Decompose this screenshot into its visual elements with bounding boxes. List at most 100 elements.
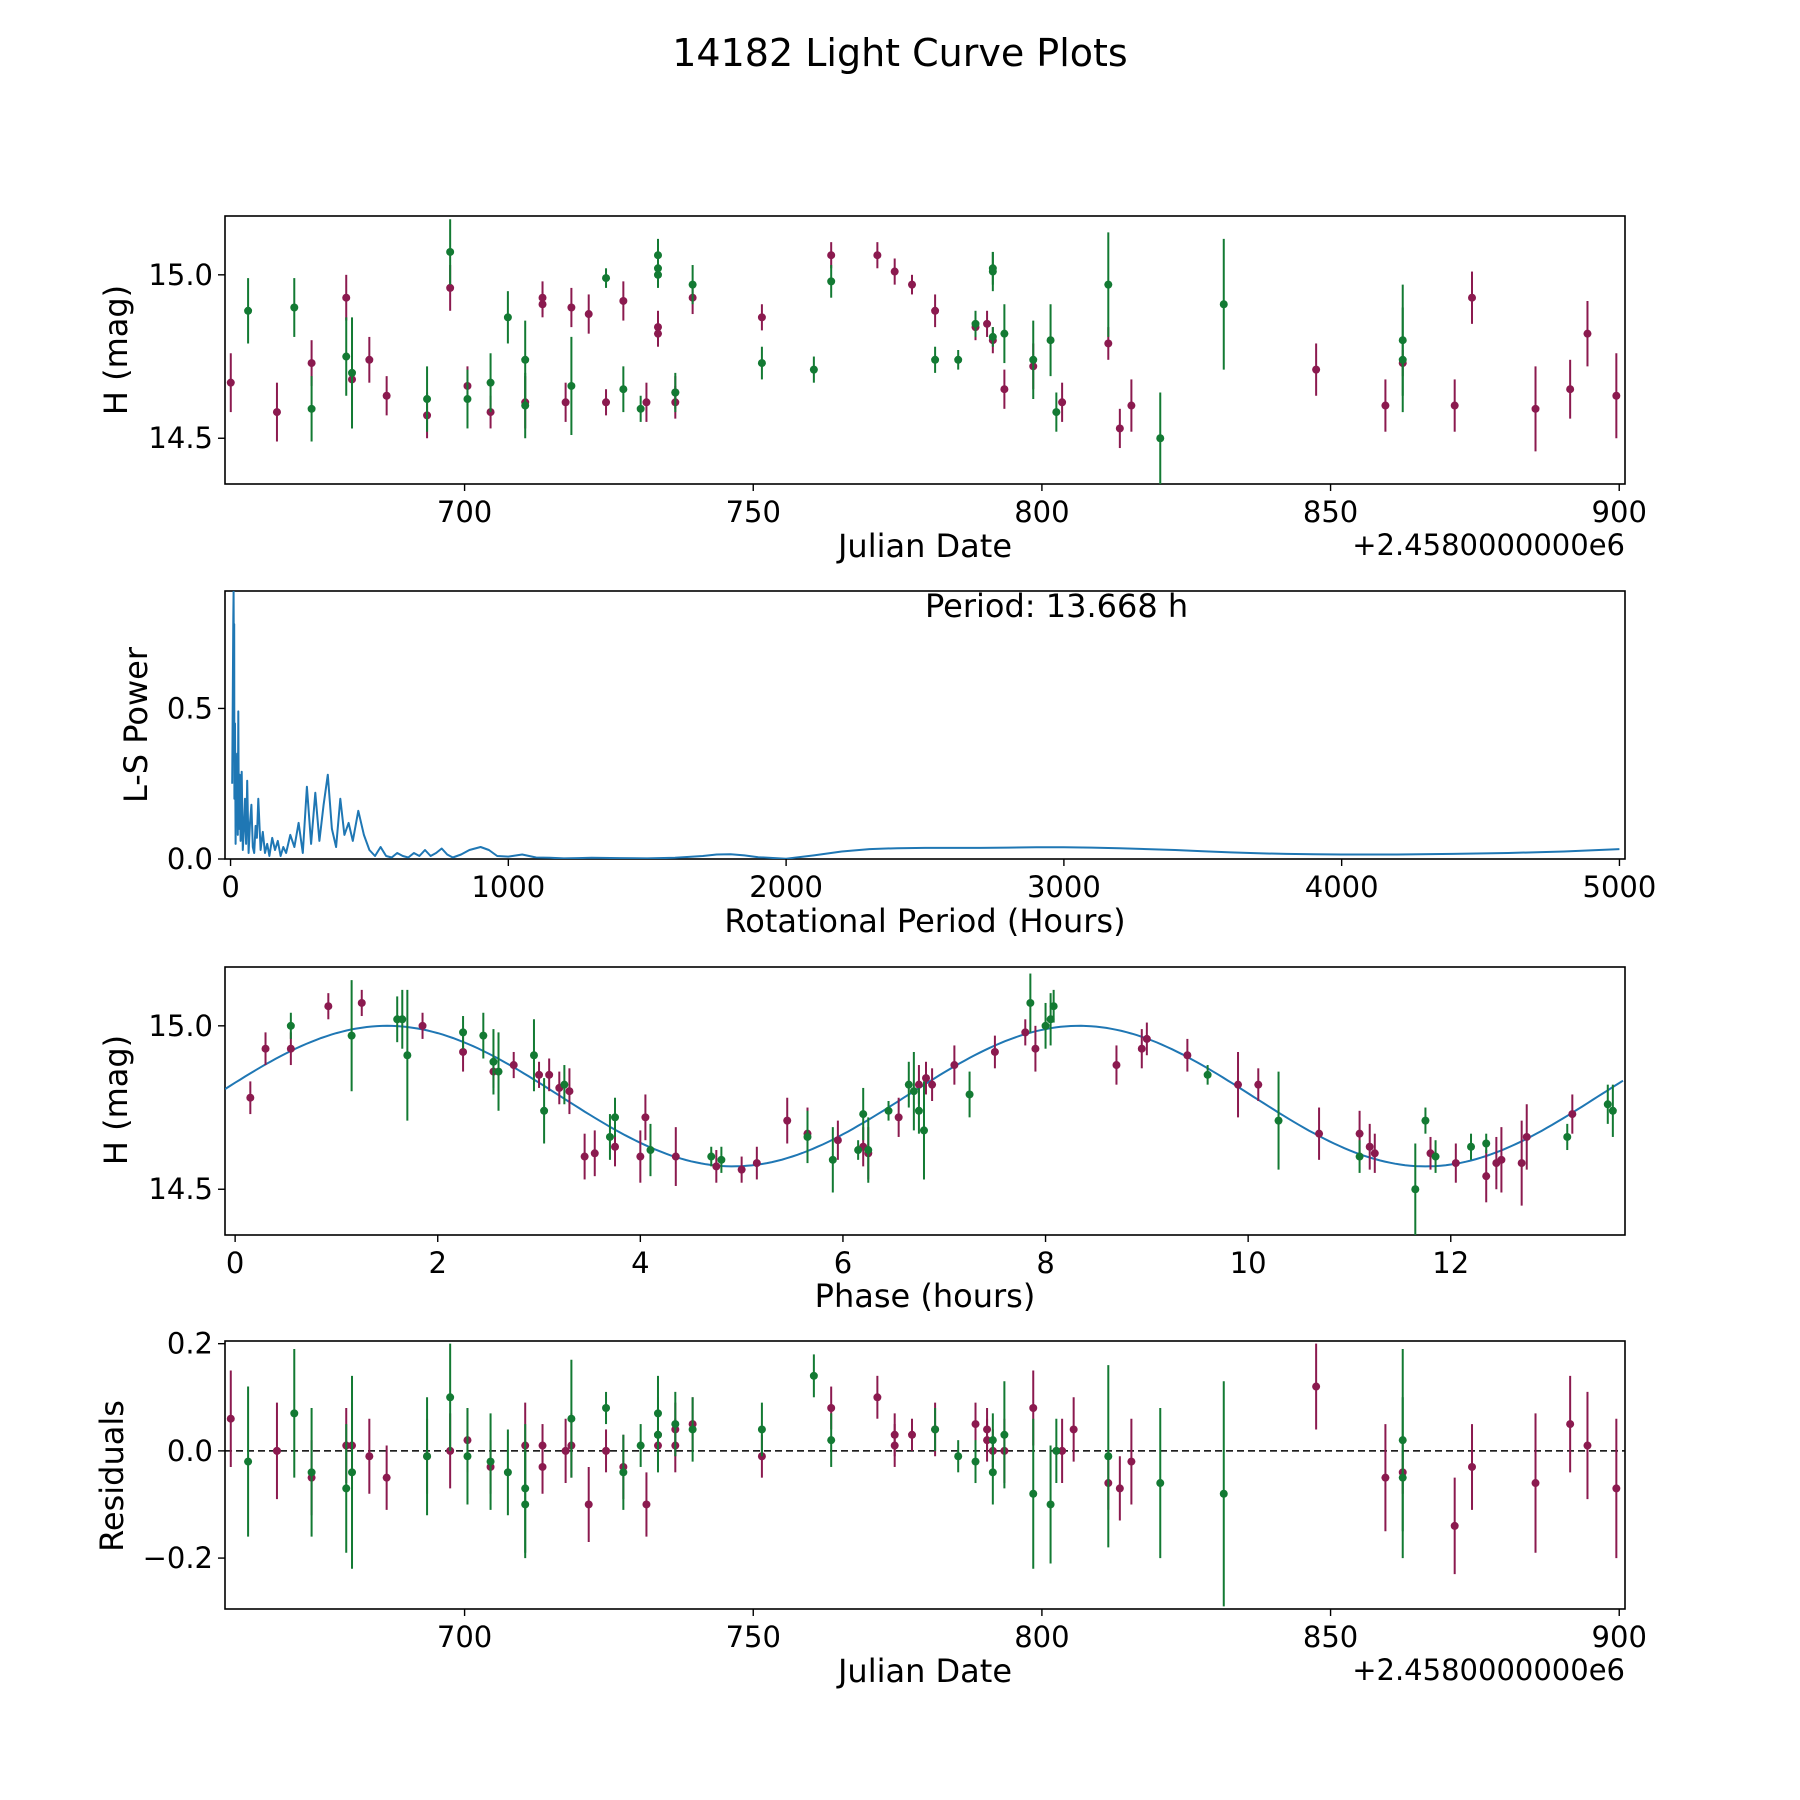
lightcurve-y-tick-label: 14.5 (148, 421, 213, 455)
data-point (605, 1132, 614, 1141)
data-point (446, 283, 455, 292)
data-point (1115, 1484, 1124, 1493)
residuals-x-tick-label: 900 (1592, 1620, 1647, 1654)
data-point (854, 1146, 863, 1155)
data-point (983, 319, 992, 328)
residuals-x-tick-label: 750 (726, 1620, 781, 1654)
data-point (1482, 1172, 1491, 1181)
residuals-plot-area (225, 1343, 1625, 1607)
data-point (928, 1080, 937, 1089)
data-point (1312, 1382, 1321, 1391)
data-point (602, 398, 611, 407)
residuals-x-tick-label: 700 (437, 1620, 492, 1654)
data-point (244, 1457, 253, 1466)
data-point (1219, 300, 1228, 309)
lightcurve-y-tick-label: 15.0 (148, 258, 213, 292)
data-point (783, 1116, 792, 1125)
data-point (809, 1371, 818, 1380)
periodogram-xlabel: Rotational Period (Hours) (724, 902, 1125, 940)
data-point (1104, 280, 1113, 289)
data-point (1612, 1484, 1621, 1493)
residuals-xlabel: Julian Date (836, 1652, 1012, 1690)
periodogram-axes-frame (224, 590, 1626, 860)
data-point (459, 1047, 468, 1056)
data-point (503, 313, 512, 322)
data-point (642, 1500, 651, 1509)
data-point (1563, 1132, 1572, 1141)
data-point (931, 1425, 940, 1434)
data-point (908, 280, 917, 289)
data-point (567, 1414, 576, 1423)
residuals-ticks: 700 750 800 850 900 −0.2 0.0 0.2 (143, 1327, 1647, 1654)
data-point (567, 303, 576, 312)
periodogram-x-tick-label: 4000 (1305, 870, 1379, 904)
phased-plot-area (225, 973, 1624, 1235)
data-point (919, 1126, 928, 1135)
data-point (560, 1080, 569, 1089)
data-point (653, 251, 662, 260)
data-point (909, 1087, 918, 1096)
data-point (486, 1457, 495, 1466)
data-point (873, 1393, 882, 1402)
data-point (636, 1441, 645, 1450)
data-point (1052, 1446, 1061, 1455)
data-point (914, 1106, 923, 1115)
data-point (1497, 1155, 1506, 1164)
lightcurve-x-tick-label: 700 (437, 495, 492, 529)
data-point (988, 264, 997, 273)
data-point (584, 1500, 593, 1509)
data-point (1370, 1149, 1379, 1158)
data-point (1049, 1002, 1058, 1011)
data-point (1274, 1116, 1283, 1125)
data-point (954, 355, 963, 364)
data-point (1000, 1430, 1009, 1439)
periodogram-plot-area (231, 591, 1620, 859)
data-point (446, 1393, 455, 1402)
residuals-ylabel: Residuals (93, 1400, 131, 1552)
period-annotation: Period: 13.668 h (925, 587, 1188, 625)
lightcurve-axes-frame (224, 215, 1626, 485)
data-point (890, 267, 899, 276)
lightcurve-ylabel: H (mag) (97, 285, 135, 415)
data-point (286, 1044, 295, 1053)
data-point (459, 1028, 468, 1037)
lightcurve-x-tick-label: 900 (1592, 495, 1647, 529)
phased-content (225, 973, 1624, 1235)
data-point (1127, 1457, 1136, 1466)
periodogram-content (231, 591, 1620, 859)
data-point (538, 300, 547, 309)
periodogram-x-tick-label: 5000 (1583, 870, 1657, 904)
residuals-panel: 700 750 800 850 900 −0.2 0.0 0.2 Julian Date Re… (93, 1327, 1647, 1690)
data-point (382, 391, 391, 400)
data-point (398, 1015, 407, 1024)
data-point (1021, 1028, 1030, 1037)
phased-xlabel: Phase (hours) (815, 1277, 1036, 1315)
data-point (809, 365, 818, 374)
phased-panel: 0 2 4 6 8 10 12 14.5 15.0 Phase (hours) H (mag) (97, 966, 1626, 1315)
data-point (538, 1441, 547, 1450)
data-point (1254, 1080, 1263, 1089)
phased-ylabel: H (mag) (97, 1035, 135, 1165)
data-point (904, 1080, 913, 1089)
data-point (611, 1142, 620, 1151)
phased-x-tick-label: 2 (429, 1246, 447, 1280)
data-point (226, 1414, 235, 1423)
data-point (1029, 355, 1038, 364)
data-point (931, 355, 940, 364)
data-point (688, 280, 697, 289)
data-point (1000, 385, 1009, 394)
data-point (1029, 1404, 1038, 1412)
data-point (908, 1430, 917, 1439)
data-point (1219, 1489, 1228, 1498)
data-point (272, 1446, 281, 1455)
data-point (1058, 1446, 1067, 1455)
data-point (342, 352, 351, 361)
data-point (988, 1436, 997, 1445)
data-point (463, 1452, 472, 1461)
data-point (1517, 1159, 1526, 1168)
data-point (307, 359, 316, 368)
data-point (653, 1430, 662, 1439)
data-point (1031, 1044, 1040, 1053)
data-point (707, 1152, 716, 1161)
